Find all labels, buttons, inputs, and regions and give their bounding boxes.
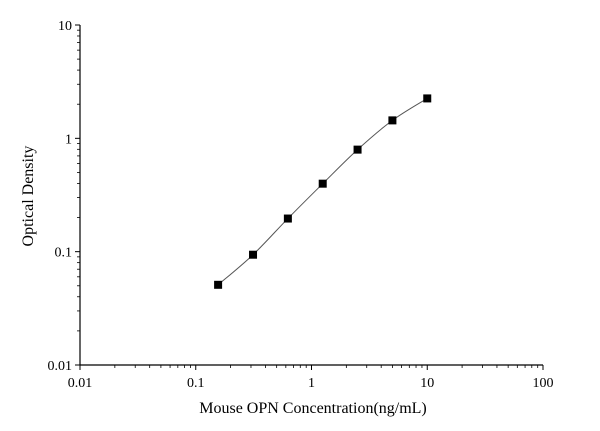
- x-tick-label: 0.01: [68, 376, 93, 391]
- y-tick-label: 0.1: [55, 246, 73, 261]
- data-point: [423, 94, 432, 103]
- data-point: [214, 280, 223, 289]
- data-point: [249, 250, 258, 259]
- x-axis-title: Mouse OPN Concentration(ng/mL): [199, 400, 427, 417]
- y-tick-label: 0.01: [48, 359, 73, 374]
- data-point: [283, 214, 292, 223]
- x-tick-label: 100: [533, 376, 554, 391]
- data-point: [353, 145, 362, 154]
- axes: 0.01 0.1 1 10 100 0.01 0.1 1 10: [48, 19, 554, 391]
- y-tick-label: 1: [65, 132, 72, 147]
- x-tick-label: 0.1: [187, 376, 205, 391]
- y-tick-label: 10: [58, 19, 72, 34]
- x-tick-label: 1: [308, 376, 315, 391]
- data-point: [388, 116, 397, 125]
- y-axis-title: Optical Density: [20, 146, 37, 247]
- data-points: [214, 94, 432, 289]
- data-point: [318, 179, 327, 188]
- x-tick-label: 10: [420, 376, 434, 391]
